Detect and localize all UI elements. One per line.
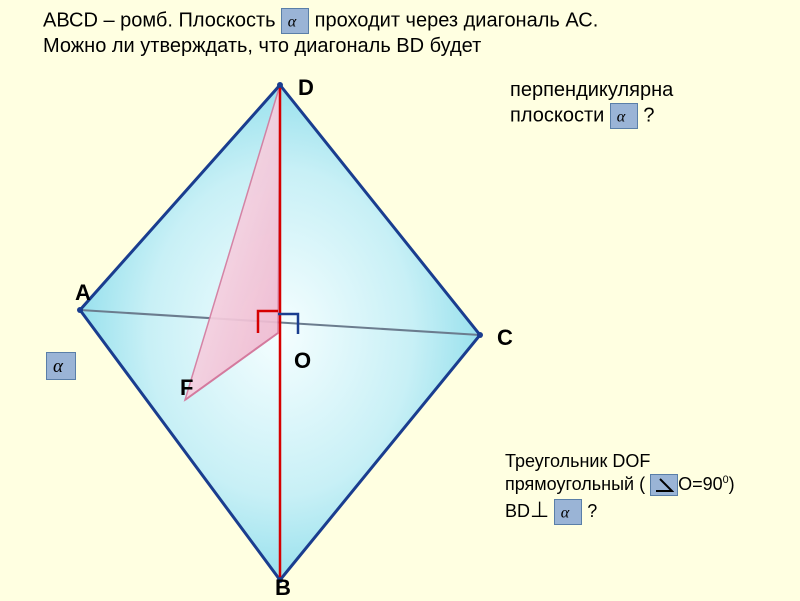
- label-f: F: [180, 375, 193, 401]
- label-o: O: [294, 348, 311, 374]
- vertex-c-dot: [477, 332, 483, 338]
- problem-text-right: перпендикулярна плоскости α ?: [510, 78, 673, 129]
- vertex-d-dot: [277, 82, 283, 88]
- solution-text: Треугольник DOF прямоугольный ( O=900) B…: [505, 450, 735, 525]
- label-b: B: [275, 575, 291, 601]
- alpha-icon: α: [554, 499, 582, 525]
- label-d: D: [298, 75, 314, 101]
- label-a: A: [75, 280, 91, 306]
- svg-text:α: α: [288, 12, 297, 30]
- vertex-a-dot: [77, 307, 83, 313]
- svg-text:α: α: [617, 107, 626, 125]
- solution-line1: Треугольник DOF: [505, 451, 650, 471]
- solution-line3-prefix: BD: [505, 501, 530, 521]
- solution-line3-suffix: ?: [587, 501, 597, 521]
- solution-o-eq: O=90: [678, 474, 723, 494]
- perp-symbol: ⊥: [530, 497, 549, 522]
- solution-line2-text: прямоугольный (: [505, 474, 645, 494]
- alpha-icon: α: [281, 8, 309, 34]
- svg-text:α: α: [53, 356, 64, 376]
- problem-line1-suffix: проходит через диагональ АС.: [315, 9, 599, 31]
- svg-text:α: α: [561, 503, 570, 521]
- solution-close: ): [729, 474, 735, 494]
- problem-line1-prefix: АВСD – ромб. Плоскость: [43, 9, 281, 31]
- problem-line3-line2: плоскости: [510, 104, 604, 126]
- problem-line3-prefix: перпендикулярна: [510, 79, 673, 101]
- problem-line3-suffix: ?: [643, 104, 654, 126]
- alpha-icon: α: [46, 352, 76, 380]
- label-c: C: [497, 325, 513, 351]
- angle-icon: [650, 474, 678, 496]
- solution-line2-wrap: прямоугольный ( O=900): [505, 474, 735, 494]
- alpha-standalone: α: [46, 352, 76, 380]
- problem-line2: Можно ли утверждать, что диагональ BD бу…: [43, 35, 481, 57]
- problem-text-top: АВСD – ромб. Плоскость α проходит через …: [43, 8, 598, 59]
- alpha-icon: α: [610, 103, 638, 129]
